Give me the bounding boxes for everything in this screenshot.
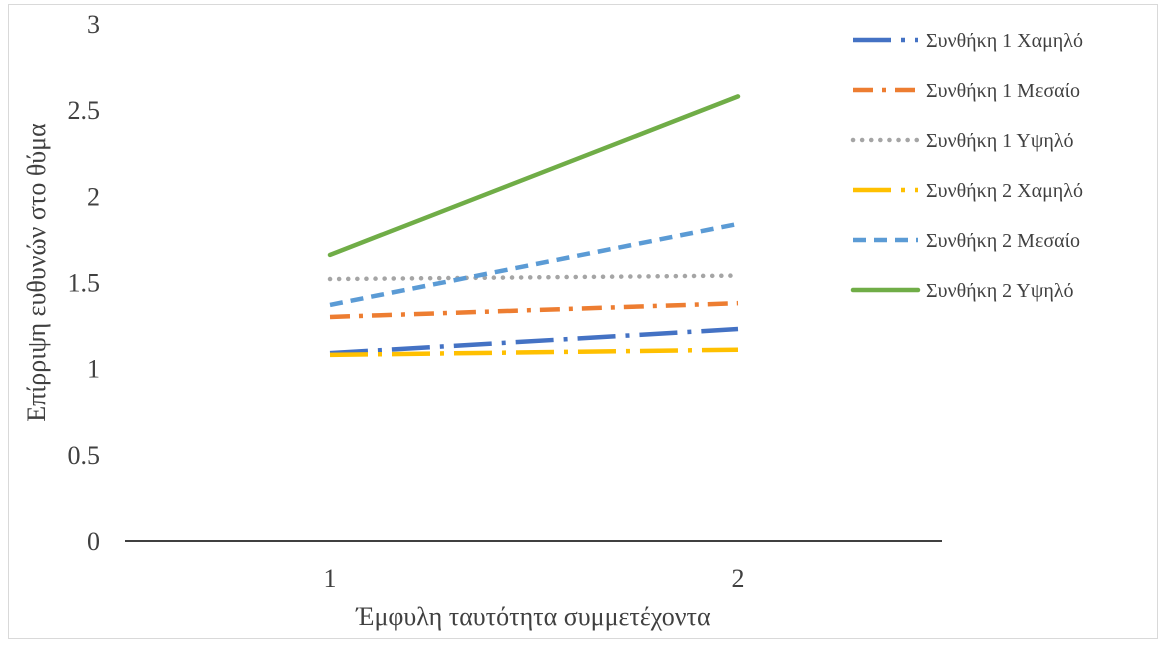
y-tick-label-1: 0.5: [68, 441, 101, 470]
y-axis-ticks: 0 0.5 1 1.5 2 2.5 3: [68, 10, 101, 556]
x-tick-label-1: 2: [732, 564, 745, 593]
x-axis-title: Έμφυλη ταυτότητα συμμετέχοντα: [355, 602, 711, 631]
y-tick-label-4: 2: [87, 182, 100, 211]
legend-label-0: Συνθήκη 1 Χαμηλό: [926, 30, 1083, 52]
series-lines: [327, 94, 741, 358]
y-tick-label-3: 1.5: [68, 269, 101, 298]
x-tick-label-0: 1: [324, 564, 337, 593]
y-tick-label-0: 0: [87, 527, 100, 556]
series-line-1: [329, 300, 739, 320]
series-line-5: [327, 94, 741, 258]
legend-label-4: Συνθήκη 2 Μεσαίο: [926, 230, 1080, 252]
legend: Συνθήκη 1 Χαμηλό Συνθήκη 1 Μεσαίο Συνθήκη …: [850, 30, 1083, 302]
legend-label-1: Συνθήκη 1 Μεσαίο: [926, 80, 1080, 102]
chart-frame: [8, 4, 1158, 639]
series-line-2: [327, 273, 741, 282]
y-tick-label-6: 3: [87, 10, 100, 39]
y-tick-label-2: 1: [87, 355, 100, 384]
series-line-4: [329, 221, 739, 308]
legend-label-2: Συνθήκη 1 Υψηλό: [926, 130, 1074, 152]
legend-label-5: Συνθήκη 2 Υψηλό: [926, 280, 1074, 302]
y-axis-title: Επίρριψη ευθυνών στο θύμα: [22, 123, 51, 422]
series-line-0: [329, 326, 739, 356]
y-tick-label-5: 2.5: [68, 96, 101, 125]
series-line-3: [329, 347, 739, 358]
legend-label-3: Συνθήκη 2 Χαμηλό: [926, 180, 1083, 202]
